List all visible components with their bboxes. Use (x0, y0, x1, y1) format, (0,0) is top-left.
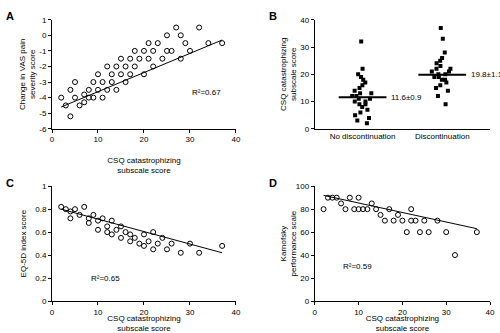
svg-text:30: 30 (300, 43, 309, 52)
svg-text:40: 40 (232, 135, 241, 144)
svg-text:10: 10 (300, 97, 309, 106)
svg-text:D: D (269, 177, 277, 189)
svg-text:C: C (6, 177, 14, 189)
svg-text:30: 30 (442, 308, 451, 317)
svg-text:0: 0 (42, 297, 47, 306)
svg-text:20: 20 (300, 274, 309, 283)
svg-text:0.2: 0.2 (35, 274, 47, 283)
svg-text:CSQ catastrophizingsubscale sc: CSQ catastrophizingsubscale score (107, 314, 180, 333)
svg-text:40: 40 (486, 308, 495, 317)
svg-text:0: 0 (50, 308, 55, 317)
svg-text:R²=0.65: R²=0.65 (91, 274, 120, 283)
svg-text:0: 0 (305, 125, 310, 134)
svg-text:100: 100 (296, 182, 310, 191)
svg-text:Discontinuation: Discontinuation (415, 132, 470, 141)
svg-text:CSQ catastrophizingsubscale sc: CSQ catastrophizingsubscale score (366, 314, 439, 333)
svg-text:1: 1 (42, 182, 47, 191)
svg-text:-3: -3 (39, 78, 47, 87)
svg-text:10: 10 (94, 308, 103, 317)
svg-text:20: 20 (140, 135, 149, 144)
svg-text:40: 40 (300, 251, 309, 260)
svg-text:CSQ catastrophizingsubscale sc: CSQ catastrophizingsubscale score (107, 156, 180, 175)
svg-text:40: 40 (300, 16, 309, 25)
svg-text:EQ-5D index score: EQ-5D index score (19, 209, 28, 277)
svg-text:-4: -4 (39, 93, 47, 102)
svg-text:0: 0 (50, 135, 55, 144)
svg-text:0.6: 0.6 (35, 228, 47, 237)
svg-text:-1: -1 (39, 47, 47, 56)
svg-text:30: 30 (186, 135, 195, 144)
svg-text:A: A (6, 10, 14, 22)
svg-text:11.6±0.9: 11.6±0.9 (391, 93, 422, 102)
svg-text:0.4: 0.4 (35, 251, 47, 260)
svg-text:10: 10 (94, 135, 103, 144)
svg-text:B: B (269, 10, 277, 22)
svg-text:60: 60 (300, 228, 309, 237)
svg-text:0: 0 (313, 308, 318, 317)
svg-text:CSQ catastrophizingsubscale sc: CSQ catastrophizingsubscale score (279, 38, 298, 111)
svg-text:R²=0.59: R²=0.59 (343, 262, 372, 271)
svg-text:20: 20 (140, 308, 149, 317)
svg-text:R²=0.67: R²=0.67 (192, 88, 221, 97)
svg-text:-6: -6 (39, 125, 47, 134)
svg-text:1: 1 (42, 16, 47, 25)
svg-text:0: 0 (42, 31, 47, 40)
svg-text:-5: -5 (39, 109, 47, 118)
svg-text:0.8: 0.8 (35, 205, 47, 214)
svg-text:20: 20 (300, 70, 309, 79)
svg-text:No discontinuation: No discontinuation (330, 132, 396, 141)
svg-text:30: 30 (186, 308, 195, 317)
svg-text:Karnofskyperformance scale: Karnofskyperformance scale (279, 210, 298, 276)
svg-text:19.8±1.1: 19.8±1.1 (471, 70, 500, 79)
svg-text:0: 0 (305, 297, 310, 306)
svg-text:Change in VAS painseverity sco: Change in VAS painseverity score (18, 39, 37, 110)
svg-text:20: 20 (398, 308, 407, 317)
svg-text:80: 80 (300, 205, 309, 214)
svg-text:-2: -2 (39, 62, 47, 71)
svg-text:10: 10 (354, 308, 363, 317)
svg-text:40: 40 (232, 308, 241, 317)
